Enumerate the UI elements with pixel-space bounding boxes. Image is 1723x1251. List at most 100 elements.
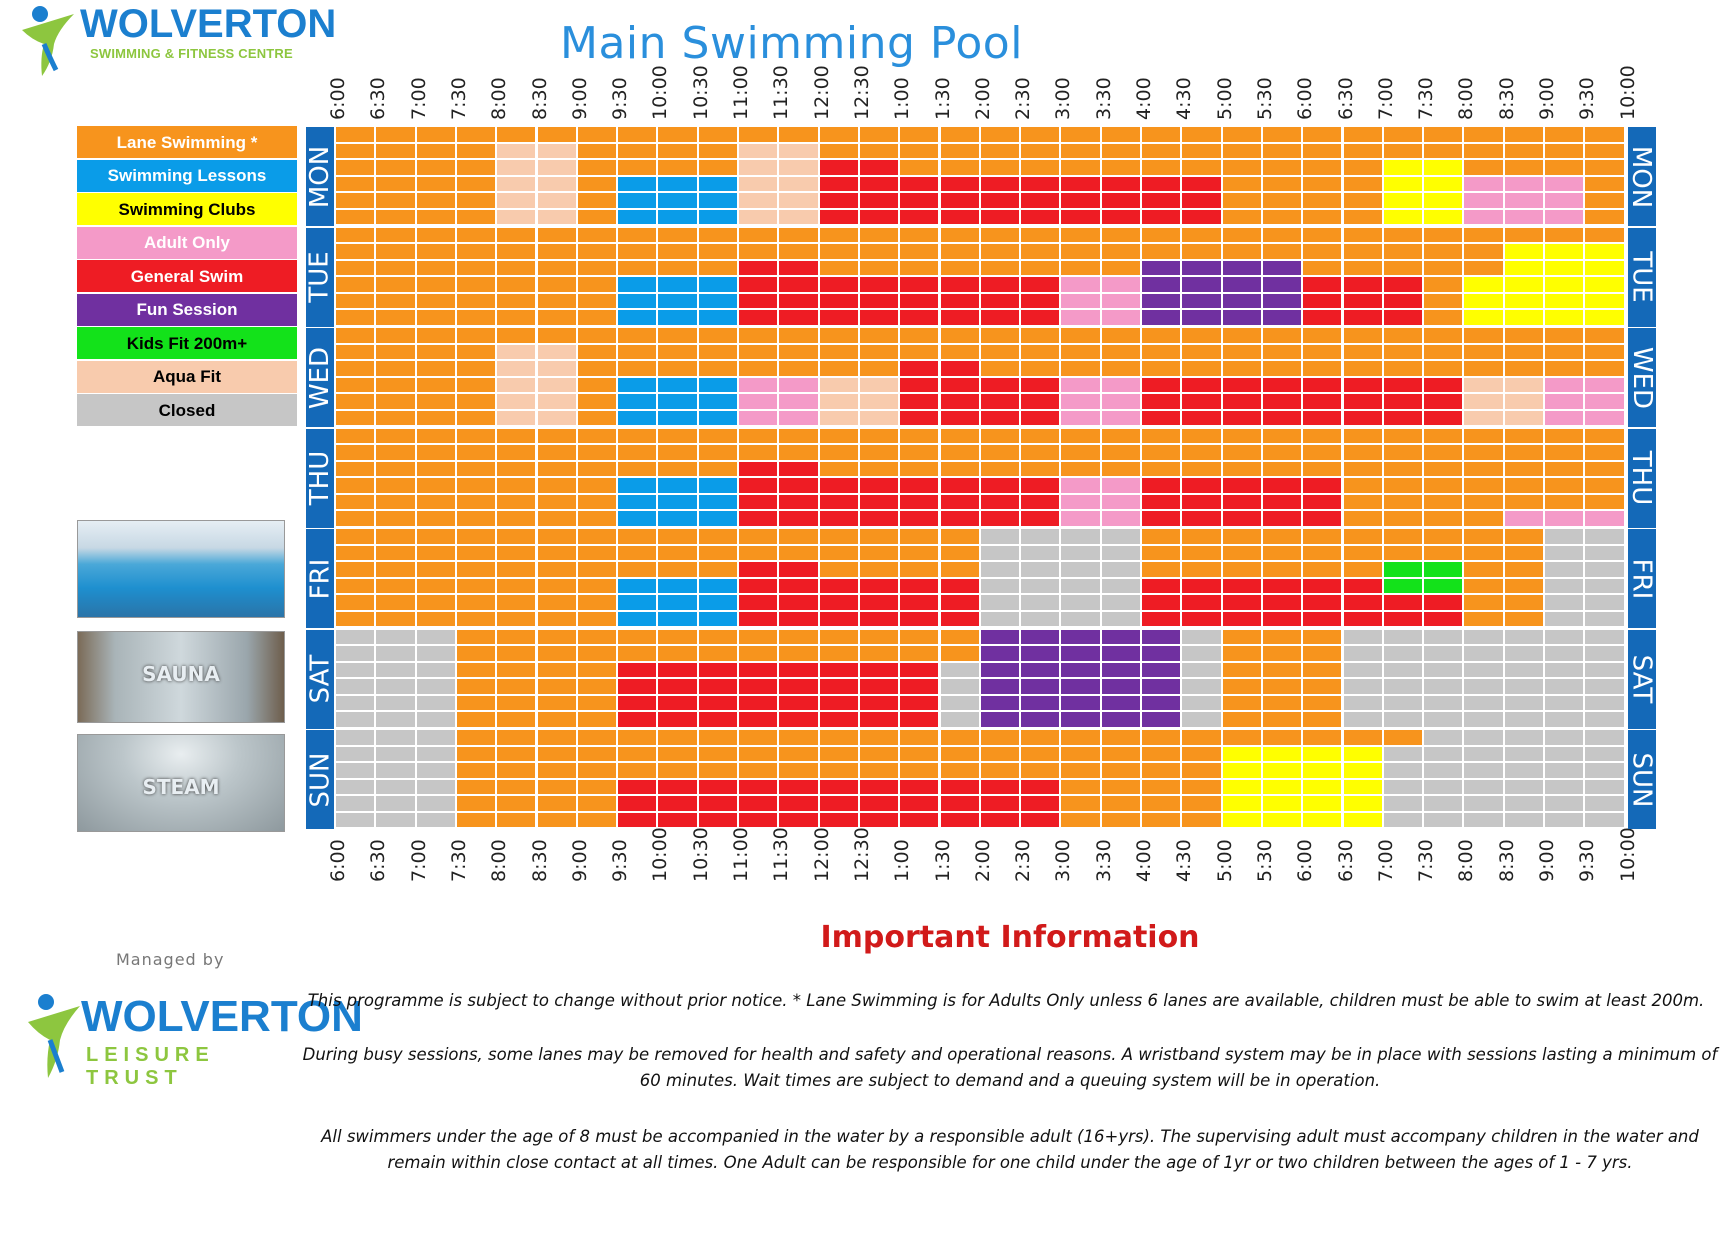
slot-cell <box>1101 227 1140 242</box>
slot-cell <box>900 461 939 476</box>
slot-cell <box>1464 410 1503 425</box>
slot-cell <box>1021 763 1060 778</box>
slot-cell <box>618 410 657 425</box>
slot-cell <box>376 293 415 308</box>
slot-cell <box>1101 562 1140 577</box>
slot-cell <box>1504 160 1543 175</box>
slot-cell <box>859 244 899 259</box>
slot-cell <box>698 730 737 745</box>
slot-cell <box>1343 545 1382 560</box>
slot-cell <box>1343 611 1382 626</box>
slot-cell <box>1061 611 1100 626</box>
slot-cell <box>416 260 455 275</box>
slot-cell <box>1142 578 1181 593</box>
slot-cell <box>1262 394 1302 409</box>
slot-cell <box>1101 695 1140 710</box>
time-label-bottom: 9:30 <box>609 839 632 882</box>
slot-cell <box>416 511 455 526</box>
slot-cell <box>416 662 455 677</box>
slot-cell <box>1061 511 1100 526</box>
slot-cell <box>1383 730 1423 745</box>
slot-cell <box>1061 127 1100 142</box>
legend-item-c: Swimming Clubs <box>77 193 297 225</box>
slot-cell <box>376 461 415 476</box>
slot-cell <box>537 410 576 425</box>
sauna-label: SAUNA <box>142 662 220 686</box>
slot-cell <box>456 646 496 661</box>
slot-cell <box>940 260 979 275</box>
slot-cell <box>537 562 576 577</box>
slot-cell <box>1504 377 1543 392</box>
slot-cell <box>1021 143 1060 158</box>
time-label-top: 12:00 <box>810 65 833 120</box>
slot-cell <box>698 578 737 593</box>
slot-cell <box>739 646 778 661</box>
slot-cell <box>1182 796 1221 811</box>
slot-cell <box>1545 662 1584 677</box>
slot-cell <box>1303 779 1342 794</box>
slot-cell <box>456 410 496 425</box>
slot-cell <box>658 746 697 761</box>
day-tab-thu-left: THU <box>305 428 335 528</box>
slot-cell <box>1101 746 1140 761</box>
slot-cell <box>336 209 375 224</box>
slot-cell <box>1182 361 1221 376</box>
slot-cell <box>1303 361 1342 376</box>
slot-cell <box>1182 461 1221 476</box>
time-label-top: 4:30 <box>1173 77 1196 120</box>
slot-cell <box>1383 410 1423 425</box>
slot-cell <box>456 143 496 158</box>
slot-cell <box>1303 143 1342 158</box>
slot-cell <box>779 611 818 626</box>
slot-cell <box>1343 310 1382 325</box>
slot-cell <box>537 511 576 526</box>
slot-cell <box>859 310 899 325</box>
slot-cell <box>1021 478 1060 493</box>
slot-cell <box>698 746 737 761</box>
slot-cell <box>739 545 778 560</box>
slot-cell <box>618 293 657 308</box>
time-label-top: 6:00 <box>327 77 349 120</box>
slot-cell <box>819 445 858 460</box>
slot-cell <box>940 344 979 359</box>
slot-cell <box>537 746 576 761</box>
slot-cell <box>1424 679 1463 694</box>
slot-cell <box>1262 511 1302 526</box>
slot-cell <box>940 712 979 727</box>
slot-cell <box>1504 763 1543 778</box>
slot-cell <box>336 127 375 142</box>
slot-cell <box>1545 679 1584 694</box>
slot-cell <box>618 428 657 443</box>
slot-cell <box>456 428 496 443</box>
slot-cell <box>1424 377 1463 392</box>
slot-cell <box>618 209 657 224</box>
slot-cell <box>1343 377 1382 392</box>
slot-cell <box>940 545 979 560</box>
slot-cell <box>336 394 375 409</box>
slot-cell <box>859 193 899 208</box>
slot-cell <box>1262 763 1302 778</box>
slot-cell <box>900 127 939 142</box>
slot-cell <box>537 545 576 560</box>
slot-cell <box>940 695 979 710</box>
slot-cell <box>980 461 1020 476</box>
slot-cell <box>980 796 1020 811</box>
slot-cell <box>940 611 979 626</box>
slot-cell <box>1262 260 1302 275</box>
slot-cell <box>456 461 496 476</box>
slot-cell <box>859 344 899 359</box>
time-label-top: 3:30 <box>1092 77 1115 120</box>
slot-cell <box>376 511 415 526</box>
slot-cell <box>376 227 415 242</box>
slot-cell <box>497 662 536 677</box>
slot-cell <box>456 344 496 359</box>
slot-cell <box>779 328 818 343</box>
slot-cell <box>980 746 1020 761</box>
slot-cell <box>698 629 737 644</box>
slot-cell <box>1142 529 1181 544</box>
slot-cell <box>537 730 576 745</box>
slot-cell <box>1343 562 1382 577</box>
slot-cell <box>376 428 415 443</box>
slot-cell <box>618 730 657 745</box>
time-label-top: 5:30 <box>1253 77 1276 120</box>
